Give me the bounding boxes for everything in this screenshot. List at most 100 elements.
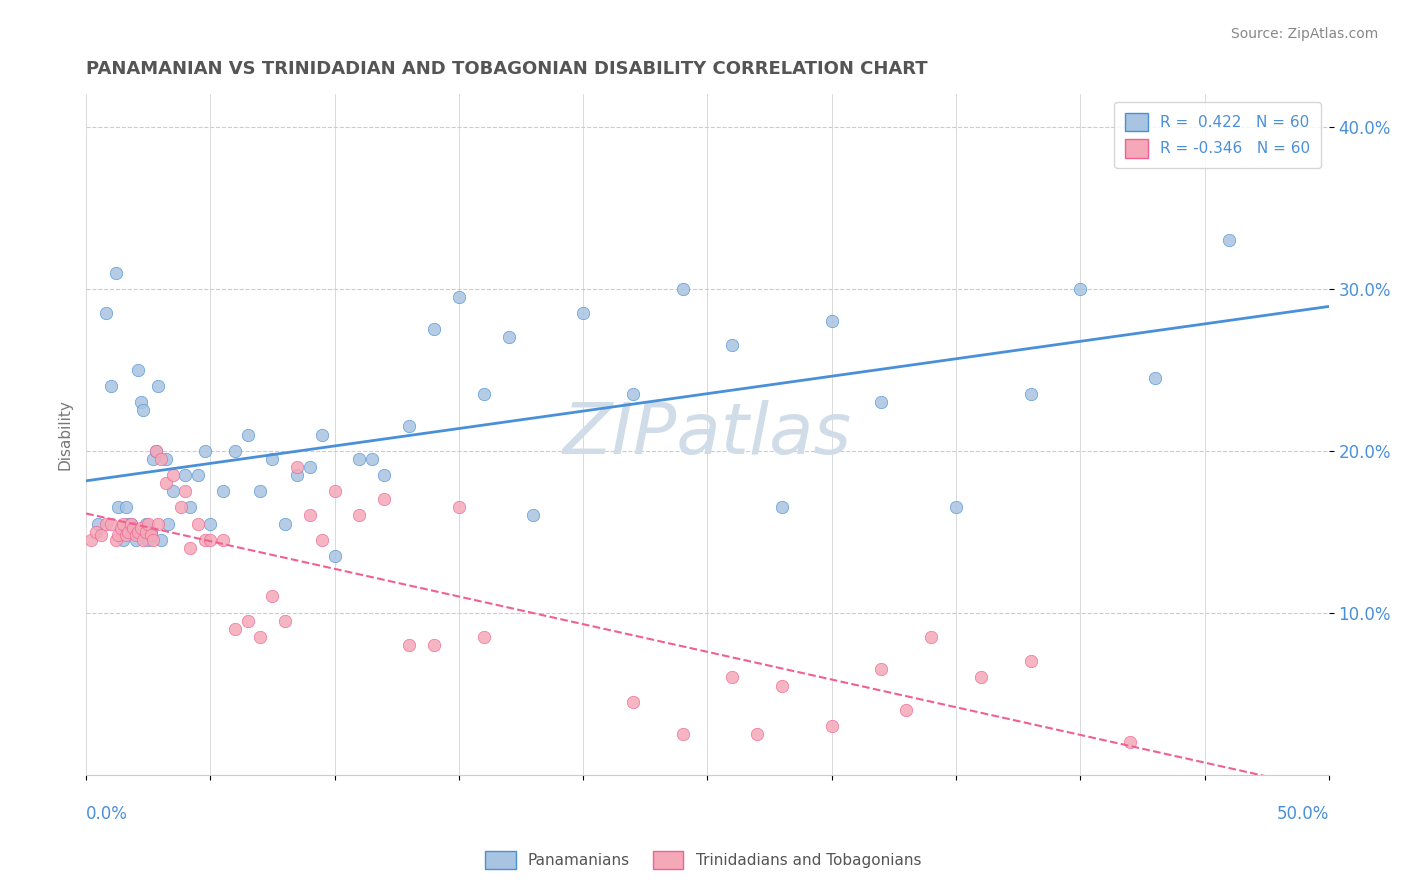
Point <box>249 630 271 644</box>
Point <box>107 500 129 515</box>
Point <box>104 533 127 547</box>
Point <box>211 533 233 547</box>
Point <box>423 638 446 652</box>
Point <box>770 500 793 515</box>
Point <box>100 379 122 393</box>
Point <box>179 541 201 555</box>
Point <box>621 387 644 401</box>
Point <box>162 484 184 499</box>
Point <box>1019 654 1042 668</box>
Point <box>970 670 993 684</box>
Point <box>136 533 159 547</box>
Point <box>1119 735 1142 749</box>
Point <box>104 266 127 280</box>
Point <box>125 533 148 547</box>
Point <box>236 614 259 628</box>
Point <box>135 524 157 539</box>
Point <box>920 630 942 644</box>
Point <box>323 484 346 499</box>
Point <box>127 524 149 539</box>
Point <box>373 467 395 482</box>
Point <box>671 282 693 296</box>
Point <box>349 508 371 523</box>
Point <box>398 419 420 434</box>
Point <box>110 521 132 535</box>
Text: PANAMANIAN VS TRINIDADIAN AND TOBAGONIAN DISABILITY CORRELATION CHART: PANAMANIAN VS TRINIDADIAN AND TOBAGONIAN… <box>86 60 928 78</box>
Point <box>721 670 744 684</box>
Point <box>373 492 395 507</box>
Point <box>274 614 297 628</box>
Point <box>262 451 284 466</box>
Point <box>236 427 259 442</box>
Point <box>1069 282 1091 296</box>
Point <box>224 443 246 458</box>
Point <box>120 516 142 531</box>
Point <box>179 500 201 515</box>
Point <box>423 322 446 336</box>
Point <box>142 451 165 466</box>
Point <box>114 528 136 542</box>
Point <box>139 528 162 542</box>
Point <box>135 516 157 531</box>
Point <box>522 508 544 523</box>
Point <box>122 524 145 539</box>
Point <box>107 528 129 542</box>
Point <box>274 516 297 531</box>
Point <box>117 524 139 539</box>
Point <box>870 395 893 409</box>
Point <box>146 516 169 531</box>
Point <box>125 528 148 542</box>
Point <box>155 476 177 491</box>
Point <box>129 395 152 409</box>
Point <box>472 630 495 644</box>
Point <box>120 516 142 531</box>
Point <box>821 719 844 733</box>
Point <box>187 516 209 531</box>
Point <box>298 508 321 523</box>
Text: Source: ZipAtlas.com: Source: ZipAtlas.com <box>1230 27 1378 41</box>
Point <box>721 338 744 352</box>
Point <box>747 727 769 741</box>
Point <box>896 703 918 717</box>
Point <box>149 533 172 547</box>
Point <box>112 533 135 547</box>
Point <box>139 524 162 539</box>
Text: ZIPatlas: ZIPatlas <box>562 400 852 469</box>
Point <box>311 427 333 442</box>
Point <box>145 443 167 458</box>
Point <box>194 533 217 547</box>
Point <box>1019 387 1042 401</box>
Point <box>114 500 136 515</box>
Point <box>157 516 180 531</box>
Point <box>142 533 165 547</box>
Point <box>285 459 308 474</box>
Point <box>323 549 346 563</box>
Point <box>498 330 520 344</box>
Point <box>187 467 209 482</box>
Y-axis label: Disability: Disability <box>58 399 72 470</box>
Point <box>285 467 308 482</box>
Legend: R =  0.422   N = 60, R = -0.346   N = 60: R = 0.422 N = 60, R = -0.346 N = 60 <box>1115 102 1322 169</box>
Point <box>145 443 167 458</box>
Point <box>162 467 184 482</box>
Point <box>87 516 110 531</box>
Point <box>870 662 893 676</box>
Point <box>298 459 321 474</box>
Point <box>169 500 191 515</box>
Point <box>447 290 470 304</box>
Point <box>1143 371 1166 385</box>
Point <box>1218 233 1240 247</box>
Point <box>572 306 595 320</box>
Point <box>398 638 420 652</box>
Point <box>155 451 177 466</box>
Text: 50.0%: 50.0% <box>1277 805 1329 823</box>
Point <box>132 403 155 417</box>
Point <box>146 379 169 393</box>
Point <box>90 528 112 542</box>
Point <box>174 484 197 499</box>
Point <box>94 516 117 531</box>
Point <box>100 516 122 531</box>
Point <box>132 533 155 547</box>
Point <box>821 314 844 328</box>
Point <box>249 484 271 499</box>
